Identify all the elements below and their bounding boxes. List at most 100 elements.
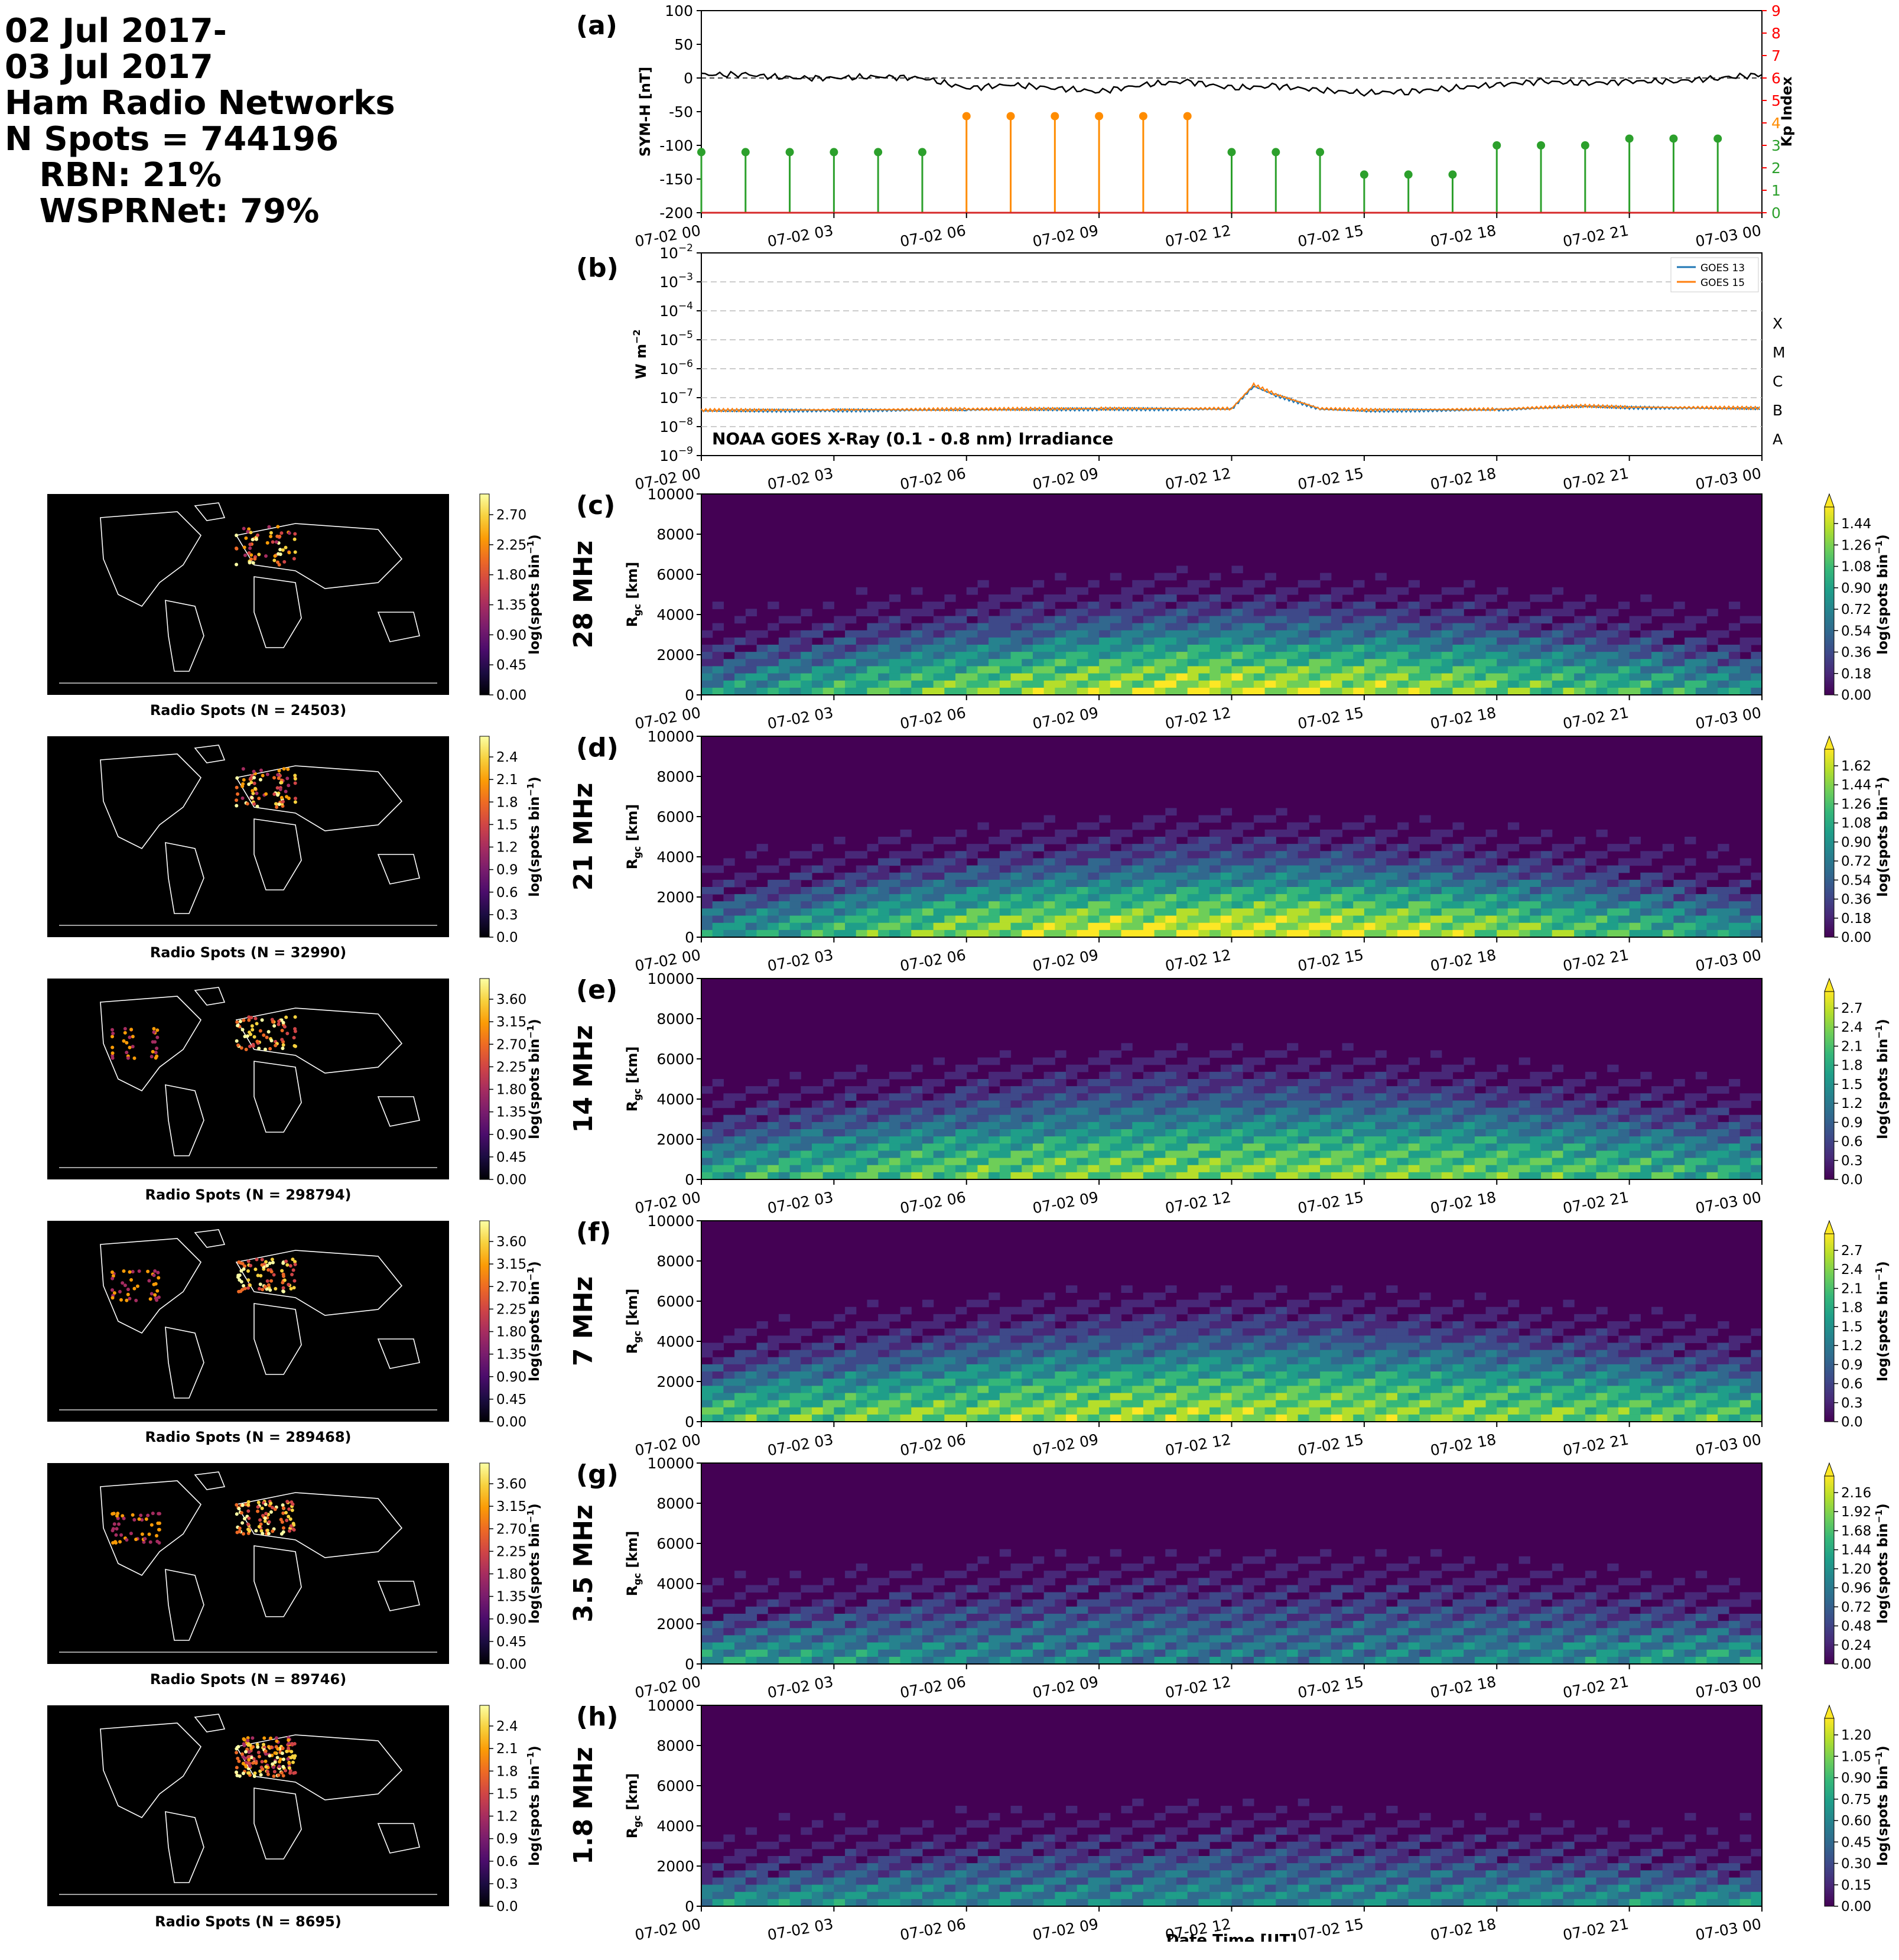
heatmap-cell <box>999 673 1012 681</box>
heatmap-cell <box>1364 844 1376 851</box>
heatmap-cell <box>1353 687 1365 695</box>
spot-point <box>252 776 256 780</box>
heatmap-cell <box>966 1143 978 1152</box>
heatmap-cell <box>1397 1143 1409 1152</box>
heatmap-cell <box>1176 687 1188 695</box>
heatmap-cell <box>1530 879 1542 888</box>
spot-point <box>293 550 297 554</box>
heatmap-cell <box>933 1379 945 1386</box>
kp-point <box>1227 148 1236 157</box>
kp-tick-label: 7 <box>1771 47 1781 64</box>
heatmap-cell <box>1397 879 1409 888</box>
heatmap-cell <box>1022 1343 1033 1351</box>
heatmap-cell <box>1607 659 1619 667</box>
heatmap-cell <box>1099 844 1111 851</box>
heatmap-cell <box>1585 1093 1597 1101</box>
heatmap-cell <box>1342 666 1354 674</box>
heatmap-cell <box>1253 858 1266 866</box>
heatmap-cell <box>867 1100 879 1109</box>
heatmap-cell <box>1209 1122 1221 1130</box>
heatmap-cell <box>922 1350 934 1358</box>
spot-point <box>275 534 279 538</box>
time-tick-label: 07-02 15 <box>1296 946 1365 973</box>
heatmap-cell <box>1121 652 1133 659</box>
heatmap-cell <box>1187 1165 1199 1173</box>
heatmap-cell <box>1651 680 1663 688</box>
heatmap-cell <box>822 1364 834 1372</box>
heatmap-cell <box>1474 901 1487 909</box>
heatmap-cell <box>867 1086 879 1094</box>
heatmap-cell <box>1165 623 1177 631</box>
map-cbar-tick-label: 1.5 <box>496 817 518 833</box>
spot-point <box>257 1286 261 1291</box>
heatmap-cell <box>734 659 746 667</box>
heatmap-cell <box>1132 908 1144 916</box>
heatmap-cell <box>745 887 757 895</box>
heatmap-cell <box>1518 894 1530 902</box>
heatmap-cell <box>1176 1136 1188 1144</box>
heatmap-cell <box>889 616 901 624</box>
heatmap-cell <box>1585 652 1597 659</box>
heatmap-cell <box>834 616 846 624</box>
heatmap-cell <box>900 1107 912 1116</box>
heatmap-cell <box>977 1165 989 1173</box>
heatmap-cell <box>801 680 812 688</box>
heatmap-cell <box>811 645 824 652</box>
heatmap-cell <box>889 1129 901 1137</box>
heatmap-cell <box>1298 929 1309 938</box>
heatmap-cell <box>966 1079 978 1087</box>
spot-point <box>256 533 260 537</box>
heatmap-cell <box>1497 1165 1508 1173</box>
heatmap-cell <box>1353 1158 1365 1166</box>
heatmap-cell <box>1243 1064 1254 1072</box>
heatmap-cell <box>1110 630 1122 638</box>
heatmap-cell <box>1596 908 1608 916</box>
heatmap-cell <box>1022 1357 1033 1365</box>
heatmap-cell <box>1375 858 1387 866</box>
heatmap-cell <box>911 1064 923 1072</box>
heatmap-cell <box>1286 1086 1299 1094</box>
heatmap-cell <box>922 1107 934 1116</box>
heatmap-cell <box>1706 1086 1718 1094</box>
heatmap-cell <box>1286 844 1299 851</box>
heatmap-cell <box>1220 666 1233 674</box>
heatmap-cell <box>867 609 879 617</box>
heatmap-cell <box>1640 915 1652 924</box>
heatmap-cell <box>1386 929 1398 938</box>
heatmap-cell <box>1507 858 1520 866</box>
heatmap-cell <box>1243 822 1254 830</box>
heatmap-cell <box>1596 680 1608 688</box>
heatmap-cell <box>1507 844 1520 851</box>
heatmap-cell <box>944 879 956 888</box>
band-frequency-label: 7 MHz <box>568 1276 599 1366</box>
heatmap-cell <box>1010 1393 1022 1401</box>
heatmap-cell <box>900 829 912 837</box>
heatmap-cell <box>1541 1122 1553 1130</box>
heatmap-cell <box>1419 1165 1431 1173</box>
heatmap-cell <box>1022 616 1033 624</box>
heatmap-cell <box>1673 1158 1685 1166</box>
heatmap-cell <box>1043 1079 1055 1087</box>
heatmap-cell <box>1364 645 1376 652</box>
heatmap-cell <box>1220 1079 1233 1087</box>
heatmap-cell <box>1187 637 1199 645</box>
spot-point <box>281 799 285 804</box>
heatmap-cell <box>911 1364 923 1372</box>
heatmap-cell <box>1198 1136 1210 1144</box>
heatmap-cell <box>1286 680 1299 688</box>
heatmap-cell <box>1032 609 1045 617</box>
heatmap-cell <box>955 609 967 617</box>
heatmap-cell <box>1695 645 1708 652</box>
heatmap-cell <box>789 1172 801 1180</box>
kp-tick-label: 3 <box>1771 137 1781 154</box>
heatmap-cell <box>1143 630 1155 638</box>
heatmap-cell <box>955 1064 967 1072</box>
heatmap-cell <box>1154 573 1166 581</box>
heatmap-cell <box>977 580 989 588</box>
heatmap-cell <box>1043 1350 1055 1358</box>
heatmap-cell <box>1375 1150 1387 1159</box>
heatmap-cell <box>1419 645 1431 652</box>
heatmap-cell <box>1607 1100 1619 1109</box>
heatmap-cell <box>1243 1129 1254 1137</box>
heatmap-cell <box>1552 609 1564 617</box>
